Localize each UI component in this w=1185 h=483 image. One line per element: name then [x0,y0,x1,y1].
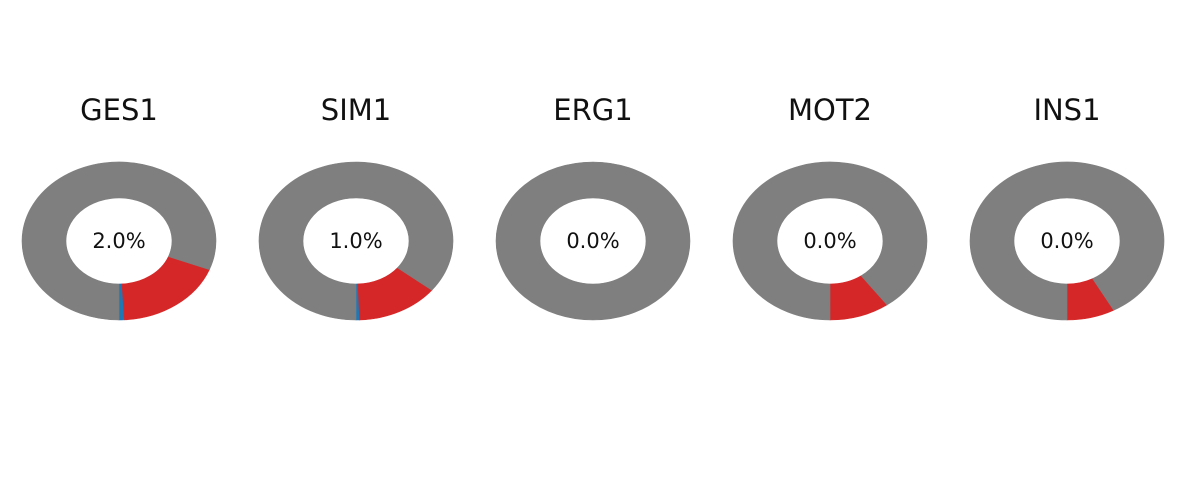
donut-chart-ges1: GES1 2.0% [21,93,217,321]
donut-title: INS1 [1033,93,1100,127]
donut-center-label: 2.0% [92,229,145,253]
donut-slice [258,161,454,321]
donut-slice [21,161,217,321]
donut-chart-sim1: SIM1 1.0% [258,93,454,321]
donut-title: SIM1 [321,93,391,127]
donut-title: GES1 [80,93,158,127]
donut-center-label: 1.0% [329,229,382,253]
donut-center-label: 0.0% [566,229,619,253]
donut-slice [495,161,691,321]
donut-chart-mot2: MOT2 0.0% [732,93,928,321]
donut-center-label: 0.0% [1040,229,1093,253]
donut-chart-erg1: ERG1 0.0% [495,93,691,321]
donut-title: MOT2 [788,93,872,127]
donut-slice [969,161,1165,321]
donut-center-label: 0.0% [803,229,856,253]
donut-slice [732,161,928,321]
donut-slice [357,267,433,321]
donut-title: ERG1 [553,93,632,127]
donut-chart-ins1: INS1 0.0% [969,93,1165,321]
donut-slice [121,256,210,321]
